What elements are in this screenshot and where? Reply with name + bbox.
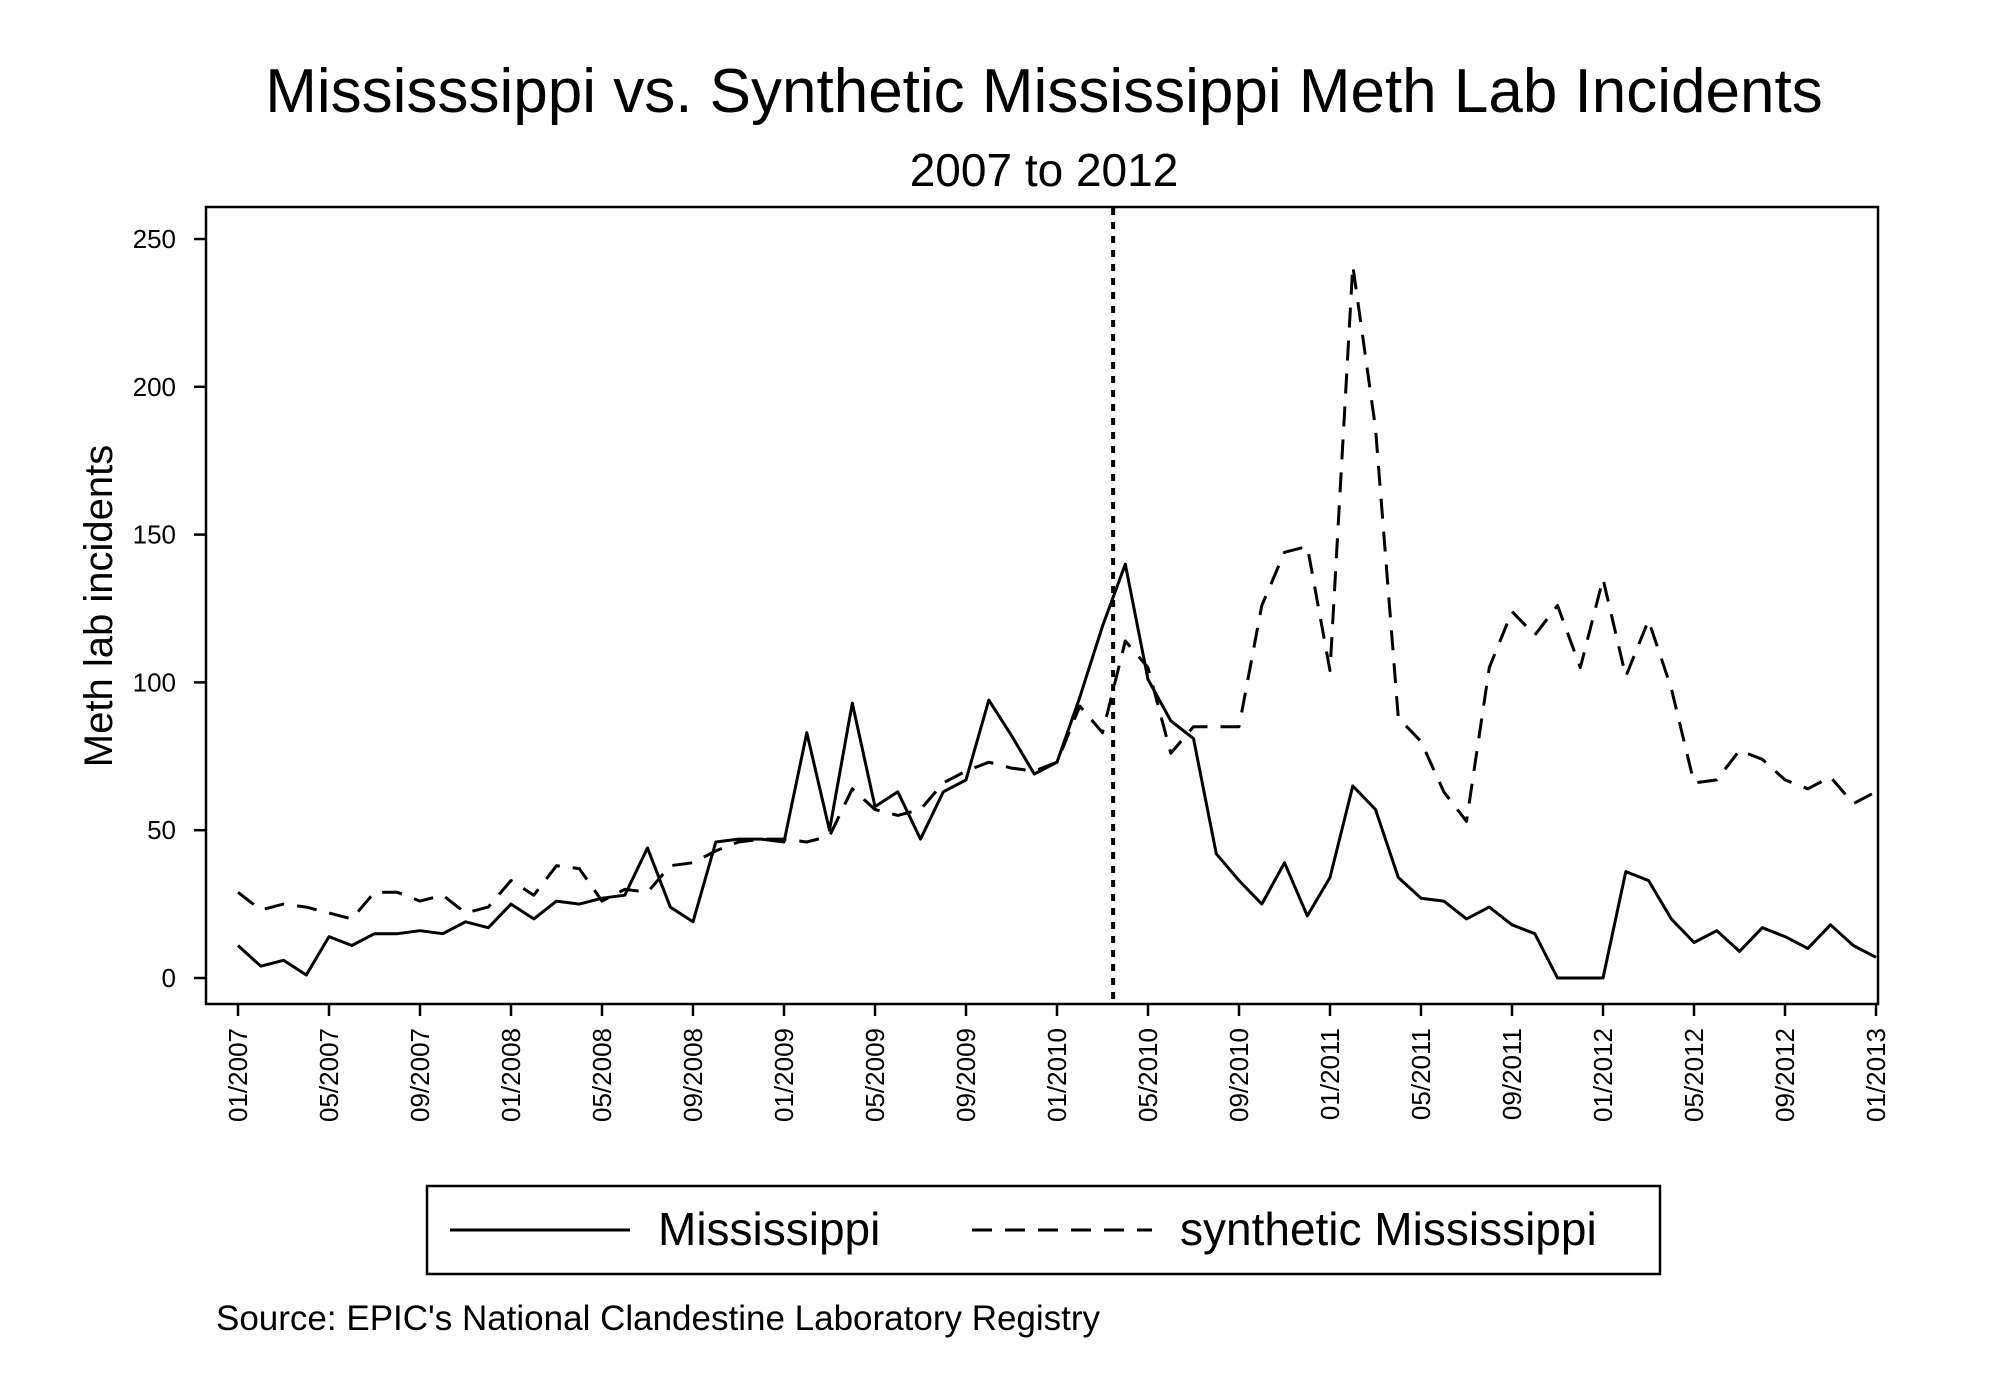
x-tick-label: 09/2011 <box>1497 1028 1527 1120</box>
y-tick-label: 50 <box>147 815 176 845</box>
chart-title: Mississsippi vs. Synthetic Mississippi M… <box>265 57 1822 126</box>
x-tick-label: 05/2011 <box>1406 1028 1436 1120</box>
x-tick-label: 05/2007 <box>314 1028 344 1122</box>
x-tick-label: 05/2010 <box>1133 1028 1163 1122</box>
legend: Mississippi synthetic Mississippi <box>425 1184 1662 1276</box>
x-tick-label: 01/2008 <box>496 1028 526 1122</box>
y-tick-label: 200 <box>133 372 176 402</box>
x-tick-label: 01/2007 <box>223 1028 253 1122</box>
x-tick-label: 01/2011 <box>1315 1028 1345 1120</box>
legend-label-mississippi: Mississippi <box>658 1203 880 1255</box>
y-tick-label: 100 <box>133 667 176 697</box>
chart-subtitle: 2007 to 2012 <box>910 144 1179 196</box>
y-tick-label: 150 <box>133 520 176 550</box>
x-tick-label: 09/2008 <box>678 1028 708 1122</box>
x-tick-label: 01/2009 <box>769 1028 799 1122</box>
x-tick-label: 01/2013 <box>1861 1028 1891 1122</box>
plot-area <box>204 205 1880 1006</box>
series-line-mississippi <box>236 562 1877 980</box>
x-axis: 01/2007 05/2007 09/2007 01/2008 05/2008 09/20… <box>223 1004 1891 1122</box>
x-tick-label: 01/2012 <box>1588 1028 1618 1122</box>
x-tick-label: 09/2009 <box>951 1028 981 1122</box>
x-tick-label: 05/2008 <box>587 1028 617 1122</box>
x-tick-label: 01/2010 <box>1042 1028 1072 1122</box>
y-axis: 0 50 100 150 200 250 <box>133 224 206 993</box>
source-note: Source: EPIC's National Clandestine Labo… <box>216 1299 1101 1338</box>
x-tick-label: 05/2012 <box>1679 1028 1709 1122</box>
y-tick-label: 0 <box>162 963 176 993</box>
x-tick-label: 09/2007 <box>405 1028 435 1122</box>
x-tick-label: 09/2010 <box>1224 1028 1254 1122</box>
x-tick-label: 09/2012 <box>1770 1028 1800 1122</box>
y-axis-label: Meth lab incidents <box>77 445 121 767</box>
legend-label-synthetic-mississippi: synthetic Mississippi <box>1180 1203 1597 1255</box>
x-tick-label: 05/2009 <box>860 1028 890 1122</box>
legend-box <box>425 1184 1662 1276</box>
series-line-synthetic-mississippi <box>237 264 1877 921</box>
y-tick-label: 250 <box>133 224 176 254</box>
